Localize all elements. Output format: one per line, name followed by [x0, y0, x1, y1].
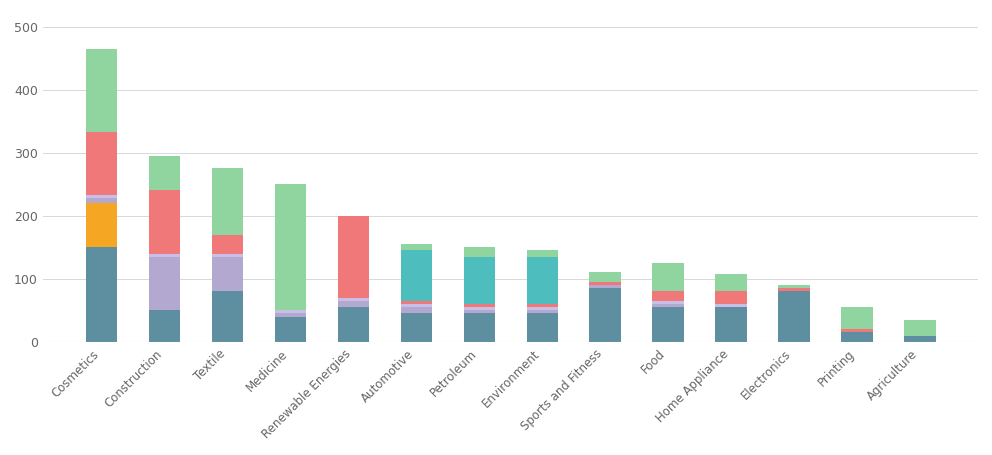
Bar	[653, 301, 683, 304]
Bar	[463, 310, 495, 313]
Bar	[86, 195, 117, 198]
Bar	[904, 320, 935, 335]
Bar	[401, 304, 433, 307]
Bar	[149, 310, 181, 342]
Bar	[212, 235, 243, 253]
Bar	[149, 191, 181, 253]
Bar	[653, 304, 683, 307]
Bar	[527, 304, 558, 307]
Bar	[149, 257, 181, 310]
Bar	[86, 203, 117, 247]
Bar	[715, 274, 747, 291]
Bar	[275, 317, 307, 342]
Bar	[149, 253, 181, 257]
Bar	[589, 288, 621, 342]
Bar	[841, 307, 873, 329]
Bar	[212, 291, 243, 342]
Bar	[401, 244, 433, 250]
Bar	[527, 257, 558, 304]
Bar	[401, 313, 433, 342]
Bar	[149, 156, 181, 191]
Bar	[401, 250, 433, 301]
Bar	[401, 301, 433, 304]
Bar	[653, 291, 683, 301]
Bar	[337, 216, 369, 298]
Bar	[275, 313, 307, 317]
Bar	[779, 285, 809, 288]
Bar	[715, 291, 747, 304]
Bar	[463, 247, 495, 257]
Bar	[589, 282, 621, 285]
Bar	[904, 335, 935, 342]
Bar	[589, 273, 621, 282]
Bar	[212, 257, 243, 291]
Bar	[86, 247, 117, 342]
Bar	[653, 263, 683, 291]
Bar	[653, 307, 683, 342]
Bar	[527, 310, 558, 313]
Bar	[527, 313, 558, 342]
Bar	[715, 307, 747, 342]
Bar	[275, 310, 307, 313]
Bar	[463, 313, 495, 342]
Bar	[275, 184, 307, 310]
Bar	[463, 307, 495, 310]
Bar	[401, 307, 433, 313]
Bar	[841, 333, 873, 342]
Bar	[86, 49, 117, 132]
Bar	[86, 132, 117, 195]
Bar	[337, 298, 369, 301]
Bar	[212, 168, 243, 235]
Bar	[86, 198, 117, 203]
Bar	[463, 304, 495, 307]
Bar	[779, 288, 809, 291]
Bar	[841, 329, 873, 333]
Bar	[463, 257, 495, 304]
Bar	[337, 307, 369, 342]
Bar	[527, 250, 558, 257]
Bar	[527, 307, 558, 310]
Bar	[337, 301, 369, 307]
Bar	[779, 291, 809, 342]
Bar	[589, 285, 621, 288]
Bar	[212, 253, 243, 257]
Bar	[715, 304, 747, 307]
